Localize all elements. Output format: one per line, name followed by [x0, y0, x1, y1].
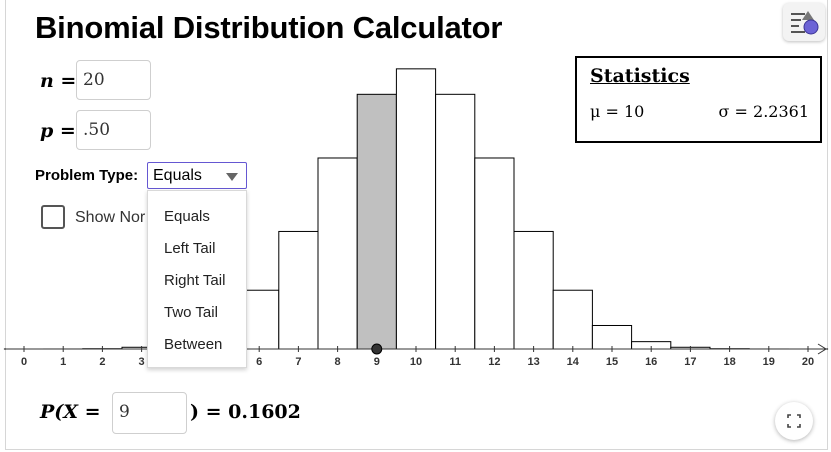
- x-tick-label-6: 6: [256, 356, 262, 368]
- menu-icon: [791, 11, 819, 35]
- mean-value: μ = 10: [590, 102, 645, 121]
- problem-type-select[interactable]: Equals: [147, 162, 247, 189]
- x-tick-label-10: 10: [410, 356, 422, 368]
- problem-type-selected: Equals: [153, 167, 202, 184]
- n-input[interactable]: 20: [76, 60, 151, 100]
- bar-7: [278, 230, 319, 350]
- x-tick-label-20: 20: [802, 356, 814, 368]
- dropdown-option-two-tail[interactable]: Two Tail: [164, 304, 218, 321]
- dropdown-option-right-tail[interactable]: Right Tail: [164, 272, 226, 289]
- x-value-input[interactable]: 9: [112, 392, 187, 434]
- chevron-down-icon: [226, 173, 238, 181]
- x-tick-label-12: 12: [488, 356, 500, 368]
- bar-15: [591, 324, 633, 350]
- menu-button[interactable]: [783, 3, 825, 41]
- dropdown-option-left-tail[interactable]: Left Tail: [164, 240, 216, 257]
- x-tick-label-13: 13: [527, 356, 539, 368]
- x-tick-label-17: 17: [684, 356, 696, 368]
- bar-8: [317, 157, 358, 350]
- page-title: Binomial Distribution Calculator: [35, 10, 503, 45]
- dropdown-option-equals[interactable]: Equals: [164, 208, 210, 225]
- x-tick-label-2: 2: [99, 356, 105, 368]
- x-tick-label-8: 8: [335, 356, 341, 368]
- statistics-header: Statistics: [590, 65, 690, 87]
- x-axis-arrow: [817, 343, 827, 355]
- x-tick-label-19: 19: [763, 356, 775, 368]
- show-normal-label: Show Nor: [75, 209, 146, 226]
- std-dev-value: σ = 2.2361: [718, 102, 809, 121]
- x-tick-label-9: 9: [374, 356, 380, 368]
- x-tick-label-3: 3: [139, 356, 145, 368]
- statistics-box: Statistics μ = 10 σ = 2.2361: [575, 56, 822, 143]
- x-tick-label-7: 7: [295, 356, 301, 368]
- x-tick-label-0: 0: [21, 356, 27, 368]
- n-label: n =: [40, 70, 77, 92]
- x-tick-label-16: 16: [645, 356, 657, 368]
- show-normal-checkbox[interactable]: [41, 205, 65, 229]
- bar-11: [435, 93, 476, 350]
- bar-12: [474, 157, 515, 350]
- bar-9: [356, 93, 397, 350]
- fullscreen-button[interactable]: [775, 402, 813, 440]
- probability-result: ) = 0.1602: [190, 401, 301, 423]
- bar-13: [513, 230, 554, 350]
- bar-14: [552, 289, 593, 350]
- problem-type-dropdown: Equals Left Tail Right Tail Two Tail Bet…: [147, 190, 247, 368]
- x-tick-label-15: 15: [606, 356, 618, 368]
- x-tick-label-18: 18: [723, 356, 735, 368]
- p-label: p =: [40, 120, 76, 142]
- probability-label: P(X =: [40, 401, 101, 423]
- x-tick-label-14: 14: [567, 356, 580, 368]
- fullscreen-icon: [787, 414, 801, 428]
- applet-frame: [5, 0, 828, 450]
- bar-10: [395, 68, 437, 350]
- dropdown-option-between[interactable]: Between: [164, 336, 223, 353]
- x-tick-label-1: 1: [60, 356, 66, 368]
- x-point-handle[interactable]: [371, 343, 383, 355]
- p-input[interactable]: .50: [76, 110, 151, 150]
- problem-type-label: Problem Type:: [35, 167, 139, 184]
- x-tick-label-11: 11: [449, 356, 461, 368]
